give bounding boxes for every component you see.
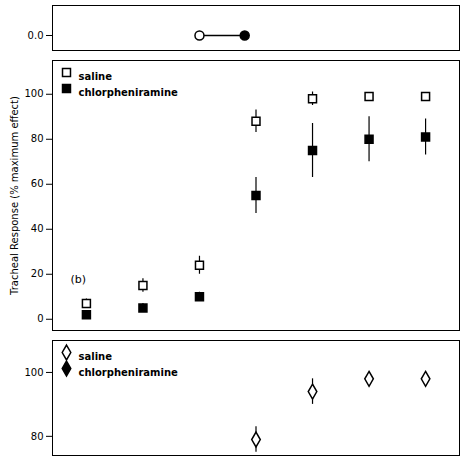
svg-text:80: 80 — [31, 431, 44, 442]
svg-text:chlorpheniramine: chlorpheniramine — [79, 367, 179, 378]
svg-text:Tracheal Response (% maximum e: Tracheal Response (% maximum effect) — [9, 96, 20, 296]
svg-text:(b): (b) — [71, 273, 87, 286]
svg-text:saline: saline — [79, 351, 113, 362]
svg-text:40: 40 — [31, 223, 44, 234]
svg-text:0: 0 — [37, 313, 43, 324]
svg-text:saline: saline — [79, 71, 113, 82]
svg-text:chlorpheniramine: chlorpheniramine — [79, 87, 179, 98]
svg-text:100: 100 — [24, 367, 43, 378]
svg-text:0.0: 0.0 — [28, 30, 44, 41]
svg-text:60: 60 — [31, 178, 44, 189]
svg-text:80: 80 — [31, 133, 44, 144]
svg-text:20: 20 — [31, 268, 44, 279]
svg-text:100: 100 — [24, 88, 43, 99]
